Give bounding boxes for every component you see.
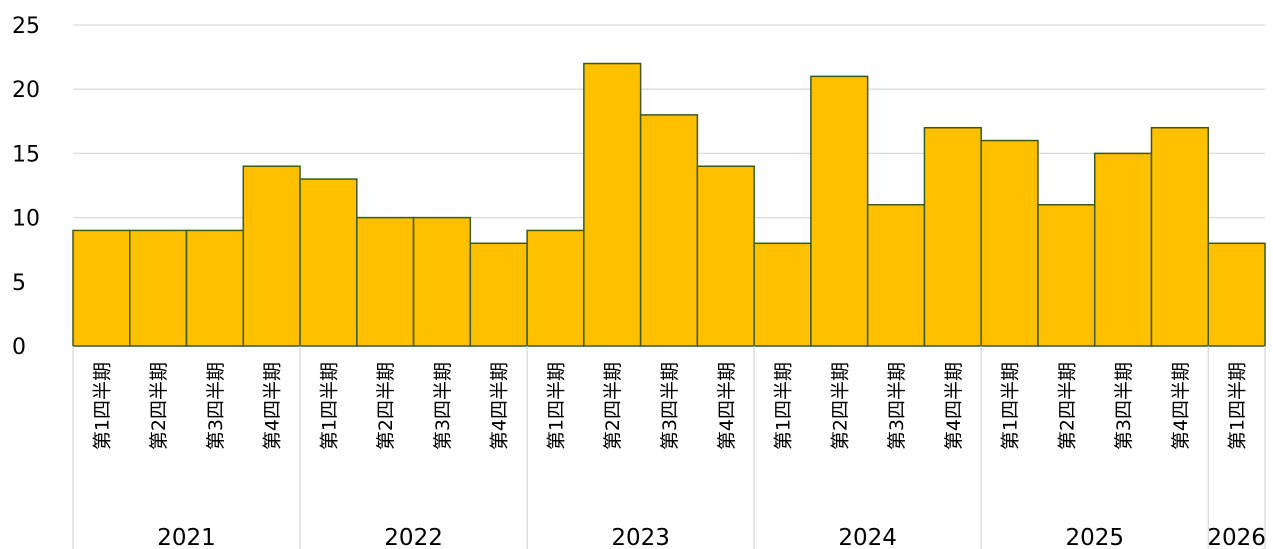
x-tick-label-quarter: 第1四半期 (91, 362, 113, 450)
bar (753, 242, 812, 347)
bar (1093, 152, 1153, 347)
bar (526, 229, 585, 347)
bar (356, 216, 415, 347)
y-tick-label: 10 (12, 207, 40, 232)
bar (980, 139, 1039, 347)
x-tick-label-quarter: 第3四半期 (205, 362, 227, 450)
bar (299, 178, 358, 347)
bar (185, 229, 245, 347)
y-tick-label: 25 (12, 14, 40, 39)
x-tick-label-quarter: 第1四半期 (1000, 362, 1022, 450)
x-tick-label-year: 2026 (1207, 525, 1266, 549)
x-tick-label-quarter: 第4四半期 (489, 362, 511, 450)
x-tick-label-quarter: 第3四半期 (432, 362, 454, 450)
x-tick-label-year: 2022 (384, 525, 443, 549)
bar (242, 165, 301, 347)
bars (72, 62, 1266, 347)
bar (639, 114, 699, 347)
x-tick-label-quarter: 第4四半期 (716, 362, 738, 450)
x-tick-label-quarter: 第2四半期 (375, 362, 397, 450)
y-tick-label: 5 (12, 271, 26, 296)
bar (469, 242, 528, 347)
x-tick-label-quarter: 第4四半期 (943, 362, 965, 450)
x-tick-label-year: 2024 (838, 525, 897, 549)
bar (1037, 204, 1096, 347)
x-tick-label-quarter: 第1四半期 (773, 362, 795, 450)
bar (1207, 242, 1266, 347)
bar (923, 126, 982, 347)
x-tick-label-quarter: 第3四半期 (1113, 362, 1135, 450)
bar (583, 62, 642, 347)
bar (129, 229, 188, 347)
x-tick-label-year: 2025 (1065, 525, 1124, 549)
x-tick-label-quarter: 第2四半期 (148, 362, 170, 450)
x-tick-label-quarter: 第2四半期 (1056, 362, 1078, 450)
x-tick-label-year: 2023 (611, 525, 670, 549)
y-axis-ticks: 0 5 10 15 20 25 (12, 14, 40, 360)
x-tick-label-quarter: 第1四半期 (1227, 362, 1249, 450)
x-axis: 第1四半期 第2四半期 第3四半期 第4四半期 第1四半期 第2四半期 第3四半期 第4四半期… (72, 346, 1266, 549)
bar (696, 165, 755, 347)
x-tick-label-quarter: 第4四半期 (262, 362, 284, 450)
x-tick-label-quarter: 第4四半期 (1170, 362, 1192, 450)
x-tick-label-quarter: 第2四半期 (829, 362, 851, 450)
bar (1150, 126, 1209, 347)
bar (72, 229, 131, 347)
bar (412, 216, 472, 347)
x-tick-label-quarter: 第2四半期 (602, 362, 624, 450)
x-tick-label-quarter: 第3四半期 (886, 362, 908, 450)
x-tick-label-quarter: 第3四半期 (659, 362, 681, 450)
bar (810, 75, 869, 347)
bar (866, 204, 926, 347)
x-tick-label-year: 2021 (157, 525, 216, 549)
y-tick-label: 15 (12, 142, 40, 167)
y-tick-label: 0 (12, 335, 26, 360)
x-tick-label-quarter: 第1四半期 (318, 362, 340, 450)
x-tick-label-quarter: 第1四半期 (545, 362, 567, 450)
y-tick-label: 20 (12, 78, 40, 103)
